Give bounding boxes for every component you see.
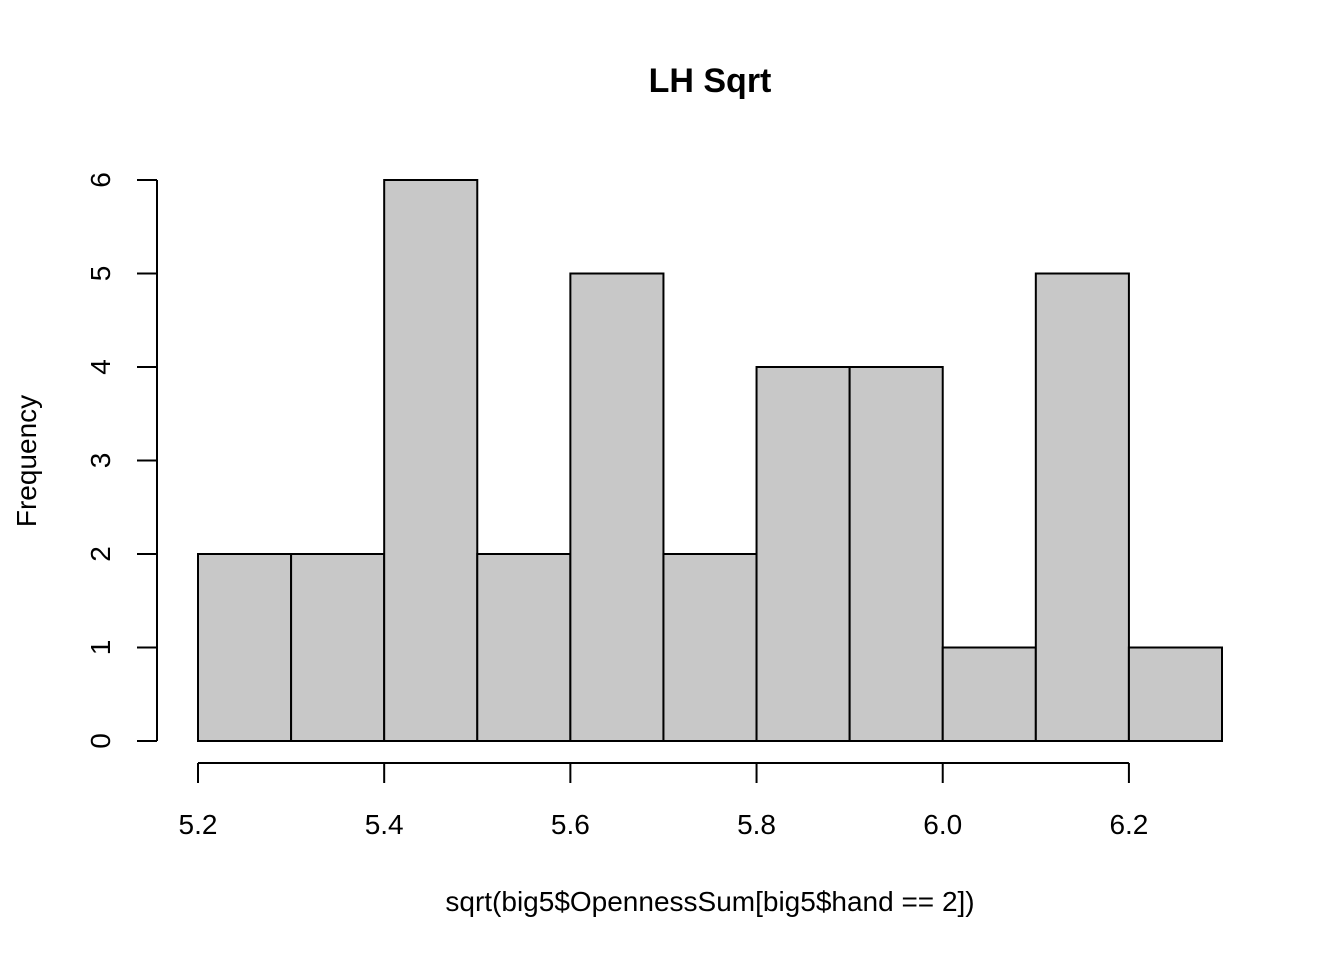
histogram-bar-7 <box>755 366 851 742</box>
y-axis-label: Frequency <box>11 395 42 527</box>
histogram-bar-9 <box>941 646 1037 742</box>
histogram-bar-1 <box>197 553 293 742</box>
histogram-bar-3 <box>383 179 479 742</box>
y-tick-label: 2 <box>85 546 116 562</box>
x-tick-label: 5.2 <box>179 809 218 840</box>
histogram-bar-8 <box>848 366 944 742</box>
x-tick-label: 5.4 <box>365 809 404 840</box>
y-tick-label: 1 <box>85 640 116 656</box>
histogram-bar-4 <box>476 553 572 742</box>
histogram-bar-10 <box>1034 272 1130 742</box>
x-tick-label: 5.6 <box>551 809 590 840</box>
x-tick-label: 6.2 <box>1109 809 1148 840</box>
histogram-bar-5 <box>569 272 665 742</box>
y-tick-label: 5 <box>85 266 116 282</box>
x-tick-label: 5.8 <box>737 809 776 840</box>
y-tick-label: 4 <box>85 359 116 375</box>
bars-group <box>197 179 1223 742</box>
histogram-bar-11 <box>1127 646 1223 742</box>
y-tick-label: 0 <box>85 733 116 749</box>
chart-title: LH Sqrt <box>649 62 772 100</box>
histogram-bar-6 <box>662 553 758 742</box>
histogram-bar-2 <box>290 553 386 742</box>
x-axis: 5.2 5.4 5.6 5.8 6.0 6.2 <box>179 762 1148 840</box>
x-axis-label: sqrt(big5$OpennessSum[big5$hand == 2]) <box>445 886 974 917</box>
x-tick-label: 6.0 <box>923 809 962 840</box>
y-axis: 0 1 2 3 4 5 6 <box>85 172 158 749</box>
y-tick-label: 6 <box>85 172 116 188</box>
y-tick-label: 3 <box>85 453 116 469</box>
